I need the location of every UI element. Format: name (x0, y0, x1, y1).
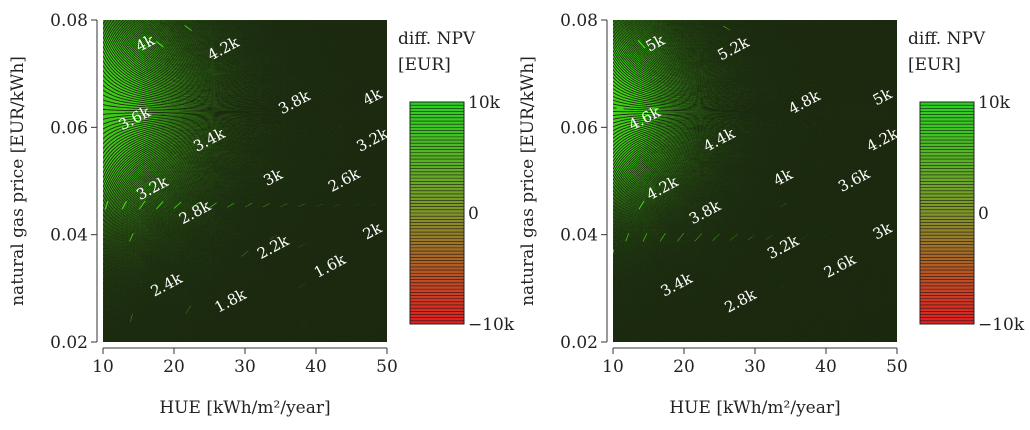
x-tick-label: 50 (886, 357, 908, 377)
y-tick: 0.02 (50, 333, 97, 353)
x-tick: 10 (92, 348, 114, 377)
colorbar-tick-label: 0 (978, 204, 989, 224)
x-tick: 30 (234, 348, 256, 377)
y-tick-label: 0.06 (50, 118, 88, 138)
x-tick-label: 10 (602, 357, 624, 377)
x-tick: 20 (673, 348, 695, 377)
x-axis-label: HUE [kWh/m²/year] (669, 398, 840, 418)
x-tick-label: 40 (305, 357, 327, 377)
y-tick-label: 0.04 (560, 226, 598, 246)
y-tick: 0.02 (560, 333, 607, 353)
colorbar-title-line2: [EUR] (908, 55, 961, 75)
colorbar-title-line2: [EUR] (398, 55, 451, 75)
x-tick: 50 (886, 348, 908, 377)
x-axis-label: HUE [kWh/m²/year] (159, 398, 330, 418)
y-tick-label: 0.06 (560, 118, 598, 138)
x-tick-label: 40 (815, 357, 837, 377)
x-tick: 50 (376, 348, 398, 377)
y-tick: 0.08 (560, 11, 607, 31)
y-tick: 0.06 (560, 118, 607, 138)
colorbar (410, 102, 464, 325)
x-tick-label: 30 (234, 357, 256, 377)
y-tick: 0.04 (50, 226, 97, 246)
x-tick: 40 (305, 348, 327, 377)
x-tick: 20 (163, 348, 185, 377)
y-tick-label: 0.08 (50, 11, 88, 31)
colorbar-tick-label: −10k (978, 315, 1025, 335)
colorbar (920, 102, 974, 325)
y-tick-label: 0.02 (560, 333, 598, 353)
x-tick: 30 (744, 348, 766, 377)
colorbar-tick-label: 10k (978, 93, 1011, 113)
x-tick: 10 (602, 348, 624, 377)
y-axis-label: natural gas price [EUR/kWh] (8, 56, 28, 306)
y-tick: 0.08 (50, 11, 97, 31)
colorbar-tick-label: 0 (468, 204, 479, 224)
y-tick: 0.04 (560, 226, 607, 246)
y-tick-label: 0.08 (560, 11, 598, 31)
colorbar-title-line1: diff. NPV (908, 29, 986, 49)
y-tick: 0.06 (50, 118, 97, 138)
y-tick-label: 0.02 (50, 333, 88, 353)
y-tick-label: 0.04 (50, 226, 88, 246)
x-tick: 40 (815, 348, 837, 377)
colorbar-title-line1: diff. NPV (398, 29, 476, 49)
x-tick-label: 50 (376, 357, 398, 377)
y-axis-label: natural gas price [EUR/kWh] (518, 56, 538, 306)
x-tick-label: 30 (744, 357, 766, 377)
x-tick-label: 20 (163, 357, 185, 377)
colorbar-tick-label: −10k (468, 315, 515, 335)
x-tick-label: 10 (92, 357, 114, 377)
colorbar-tick-label: 10k (468, 93, 501, 113)
x-tick-label: 20 (673, 357, 695, 377)
